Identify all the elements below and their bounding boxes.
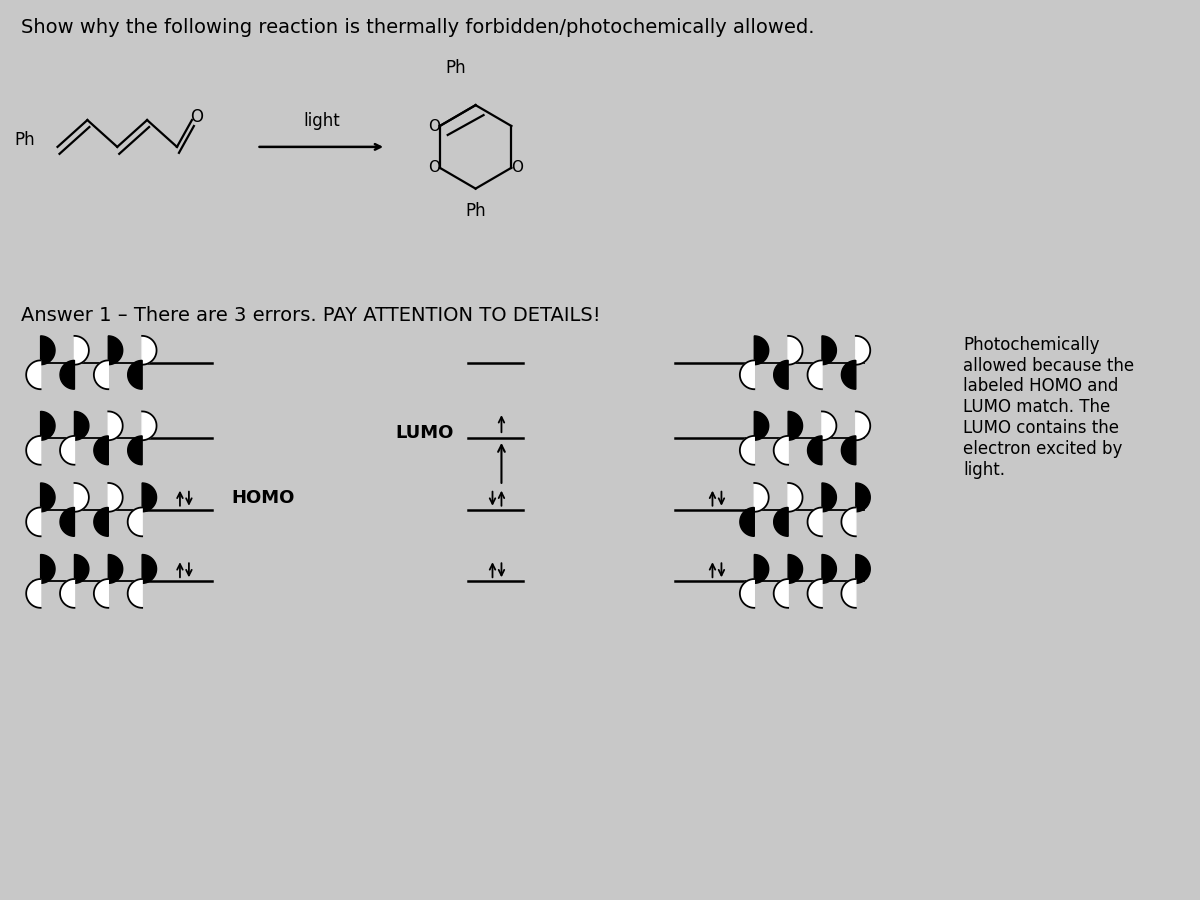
Polygon shape	[841, 579, 856, 608]
Polygon shape	[142, 554, 156, 583]
Polygon shape	[774, 508, 788, 536]
Polygon shape	[755, 554, 769, 583]
Polygon shape	[841, 508, 856, 536]
Polygon shape	[74, 411, 89, 440]
Text: Photochemically
allowed because the
labeled HOMO and
LUMO match. The
LUMO contai: Photochemically allowed because the labe…	[964, 336, 1134, 479]
Polygon shape	[26, 360, 41, 389]
Text: O: O	[427, 119, 439, 133]
Polygon shape	[41, 336, 55, 364]
Polygon shape	[142, 411, 156, 440]
Polygon shape	[74, 483, 89, 512]
Polygon shape	[108, 483, 122, 512]
Polygon shape	[788, 554, 803, 583]
Polygon shape	[74, 554, 89, 583]
Text: O: O	[511, 160, 523, 176]
Text: light: light	[302, 112, 340, 130]
Polygon shape	[740, 508, 755, 536]
Polygon shape	[127, 579, 142, 608]
Polygon shape	[822, 483, 836, 512]
Text: Show why the following reaction is thermally forbidden/photochemically allowed.: Show why the following reaction is therm…	[20, 18, 814, 37]
Polygon shape	[774, 436, 788, 464]
Polygon shape	[108, 554, 122, 583]
Polygon shape	[856, 411, 870, 440]
Text: O: O	[191, 108, 203, 126]
Polygon shape	[841, 360, 856, 389]
Text: Ph: Ph	[445, 59, 466, 77]
Text: O: O	[427, 160, 439, 176]
Polygon shape	[856, 554, 870, 583]
Polygon shape	[774, 579, 788, 608]
Polygon shape	[26, 579, 41, 608]
Polygon shape	[788, 411, 803, 440]
Text: HOMO: HOMO	[232, 489, 295, 507]
Polygon shape	[755, 483, 769, 512]
Polygon shape	[94, 360, 108, 389]
Text: Ph: Ph	[466, 202, 486, 220]
Polygon shape	[108, 336, 122, 364]
Polygon shape	[41, 483, 55, 512]
Polygon shape	[94, 508, 108, 536]
Polygon shape	[60, 579, 74, 608]
Polygon shape	[740, 360, 755, 389]
Polygon shape	[127, 508, 142, 536]
Polygon shape	[808, 508, 822, 536]
Polygon shape	[127, 436, 142, 464]
Polygon shape	[808, 436, 822, 464]
Polygon shape	[841, 436, 856, 464]
Polygon shape	[142, 336, 156, 364]
Polygon shape	[856, 483, 870, 512]
Polygon shape	[60, 436, 74, 464]
Polygon shape	[74, 336, 89, 364]
Polygon shape	[26, 436, 41, 464]
Polygon shape	[740, 579, 755, 608]
Polygon shape	[808, 360, 822, 389]
Text: Answer 1 – There are 3 errors. PAY ATTENTION TO DETAILS!: Answer 1 – There are 3 errors. PAY ATTEN…	[20, 306, 600, 325]
Polygon shape	[822, 554, 836, 583]
Text: LUMO: LUMO	[395, 424, 454, 442]
Polygon shape	[26, 508, 41, 536]
Polygon shape	[60, 508, 74, 536]
Polygon shape	[127, 360, 142, 389]
Polygon shape	[774, 360, 788, 389]
Polygon shape	[740, 436, 755, 464]
Polygon shape	[41, 554, 55, 583]
Polygon shape	[788, 336, 803, 364]
Polygon shape	[60, 360, 74, 389]
Polygon shape	[808, 579, 822, 608]
Polygon shape	[41, 411, 55, 440]
Text: Ph: Ph	[14, 130, 35, 148]
Polygon shape	[108, 411, 122, 440]
Polygon shape	[94, 436, 108, 464]
Polygon shape	[822, 336, 836, 364]
Polygon shape	[755, 411, 769, 440]
Polygon shape	[94, 579, 108, 608]
Polygon shape	[856, 336, 870, 364]
Polygon shape	[142, 483, 156, 512]
Polygon shape	[822, 411, 836, 440]
Polygon shape	[788, 483, 803, 512]
Polygon shape	[755, 336, 769, 364]
